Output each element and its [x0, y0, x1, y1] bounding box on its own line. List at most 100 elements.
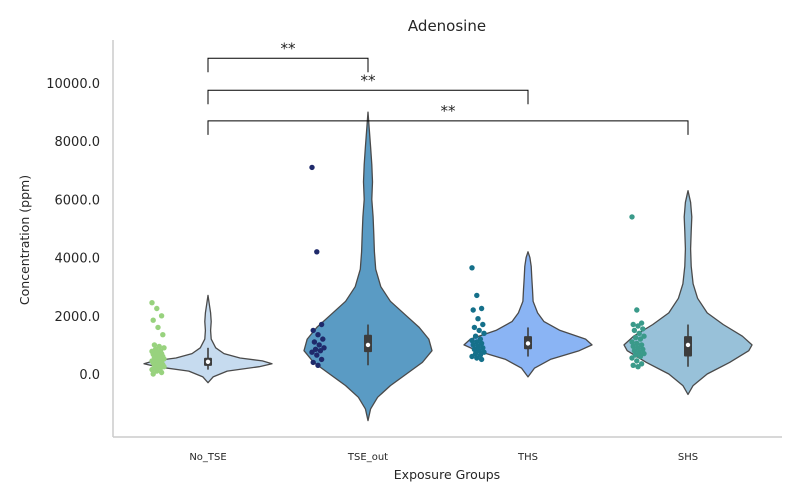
data-point	[476, 327, 482, 334]
data-point	[631, 327, 638, 334]
violin-THS	[463, 251, 593, 378]
data-point	[161, 345, 167, 351]
y-tick-label: 8000.0	[55, 135, 101, 150]
data-point	[638, 342, 645, 348]
data-point	[469, 337, 475, 344]
data-point	[309, 164, 315, 171]
median-dot-THS	[525, 341, 531, 346]
median-dot-No_TSE	[205, 359, 211, 364]
data-point	[475, 316, 481, 322]
data-point	[149, 366, 155, 373]
y-tick-label: 0.0	[79, 368, 100, 383]
data-point	[317, 348, 324, 354]
violins	[143, 111, 753, 422]
data-point	[318, 356, 325, 363]
data-point	[151, 342, 158, 348]
data-point	[471, 324, 478, 331]
data-point	[472, 350, 479, 357]
data-point	[476, 348, 482, 354]
data-point	[314, 249, 320, 255]
data-point	[636, 330, 642, 336]
x-tick-label: TSE_out	[347, 452, 388, 463]
significance-label: **	[361, 71, 377, 89]
data-point	[629, 339, 635, 345]
data-point	[309, 349, 315, 355]
data-point	[636, 349, 642, 355]
data-point	[629, 214, 635, 220]
data-point	[640, 326, 646, 332]
data-point	[149, 300, 155, 306]
data-point	[481, 330, 487, 336]
data-point	[469, 353, 475, 360]
y-tick-label: 2000.0	[55, 310, 101, 325]
significance-label: **	[441, 102, 457, 120]
data-point	[470, 307, 476, 313]
significance-bracket	[207, 89, 529, 105]
data-point	[318, 321, 325, 328]
data-point	[629, 355, 635, 361]
data-point	[478, 340, 485, 347]
y-tick-label: 4000.0	[55, 252, 101, 267]
inner-boxplots	[204, 324, 692, 370]
data-point	[311, 339, 318, 345]
data-point	[315, 332, 321, 338]
data-point	[635, 323, 641, 329]
violin-SHS	[623, 190, 753, 396]
data-point	[637, 336, 644, 342]
data-point	[635, 364, 641, 370]
data-point	[641, 333, 647, 339]
data-point	[638, 320, 645, 326]
data-point	[154, 368, 160, 374]
x-tick-label: SHS	[678, 452, 698, 463]
data-point	[640, 346, 646, 352]
x-tick-label: No_TSE	[189, 452, 226, 463]
data-point	[478, 305, 485, 312]
data-point	[632, 352, 639, 358]
data-point	[474, 339, 480, 345]
data-point	[638, 361, 645, 367]
data-point	[150, 371, 156, 377]
data-point	[480, 321, 486, 328]
data-point	[158, 369, 165, 376]
data-point	[641, 350, 647, 357]
data-point	[472, 333, 479, 339]
data-point	[481, 349, 487, 355]
data-point	[314, 352, 320, 358]
data-point	[320, 336, 326, 342]
median-dot-SHS	[685, 342, 691, 348]
x-axis-label: Exposure Groups	[394, 467, 500, 482]
data-point	[630, 343, 636, 350]
data-point	[477, 352, 484, 358]
data-point	[471, 346, 478, 352]
data-point	[634, 307, 640, 313]
data-point	[632, 334, 639, 341]
y-axis-label: Concentration (ppm)	[17, 175, 32, 305]
data-point	[631, 348, 638, 354]
data-point	[474, 355, 480, 361]
data-point	[480, 345, 486, 351]
data-point	[474, 292, 480, 299]
significance-bracket	[207, 57, 369, 73]
chart-title: Adenosine	[408, 17, 486, 35]
data-point	[157, 365, 164, 371]
data-point	[478, 356, 485, 363]
y-tick-label: 6000.0	[55, 193, 101, 208]
data-point	[310, 327, 316, 334]
y-tick-label: 10000.0	[46, 77, 100, 92]
data-point	[630, 362, 636, 368]
median-dot-TSE_out	[365, 342, 371, 348]
data-point	[155, 324, 161, 331]
data-point	[321, 345, 327, 351]
data-point	[310, 359, 316, 366]
data-point	[156, 343, 162, 350]
data-point	[312, 346, 319, 352]
data-point	[635, 345, 641, 351]
data-point	[470, 342, 476, 348]
data-point	[154, 305, 160, 312]
significance-bracket	[207, 120, 689, 135]
data-point	[160, 332, 166, 338]
data-point	[158, 313, 165, 319]
significance-label: **	[281, 39, 297, 57]
data-point	[469, 265, 475, 271]
